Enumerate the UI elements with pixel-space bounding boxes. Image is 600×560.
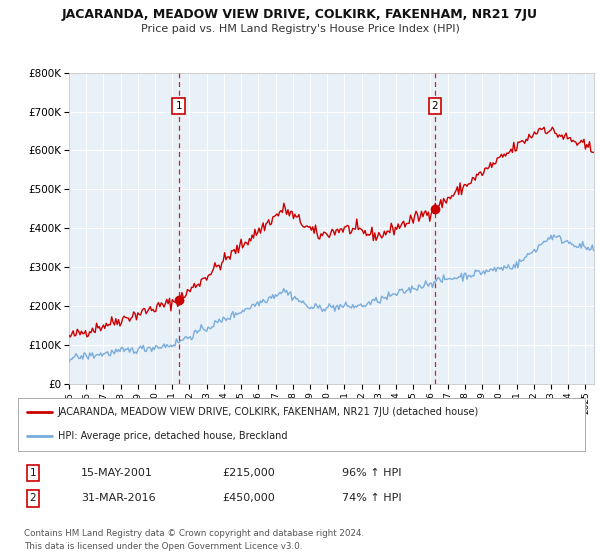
Text: 74% ↑ HPI: 74% ↑ HPI <box>342 493 401 503</box>
Text: 2: 2 <box>431 101 438 111</box>
Text: Contains HM Land Registry data © Crown copyright and database right 2024.: Contains HM Land Registry data © Crown c… <box>24 529 364 538</box>
Text: 1: 1 <box>29 468 37 478</box>
Text: 31-MAR-2016: 31-MAR-2016 <box>81 493 155 503</box>
Text: £215,000: £215,000 <box>222 468 275 478</box>
Text: 15-MAY-2001: 15-MAY-2001 <box>81 468 153 478</box>
Text: Price paid vs. HM Land Registry's House Price Index (HPI): Price paid vs. HM Land Registry's House … <box>140 24 460 34</box>
Text: £450,000: £450,000 <box>222 493 275 503</box>
Text: 1: 1 <box>175 101 182 111</box>
Text: JACARANDA, MEADOW VIEW DRIVE, COLKIRK, FAKENHAM, NR21 7JU (detached house): JACARANDA, MEADOW VIEW DRIVE, COLKIRK, F… <box>58 408 479 418</box>
Text: 96% ↑ HPI: 96% ↑ HPI <box>342 468 401 478</box>
Text: This data is licensed under the Open Government Licence v3.0.: This data is licensed under the Open Gov… <box>24 542 302 551</box>
Text: 2: 2 <box>29 493 37 503</box>
Text: JACARANDA, MEADOW VIEW DRIVE, COLKIRK, FAKENHAM, NR21 7JU: JACARANDA, MEADOW VIEW DRIVE, COLKIRK, F… <box>62 8 538 21</box>
Text: HPI: Average price, detached house, Breckland: HPI: Average price, detached house, Brec… <box>58 431 287 441</box>
